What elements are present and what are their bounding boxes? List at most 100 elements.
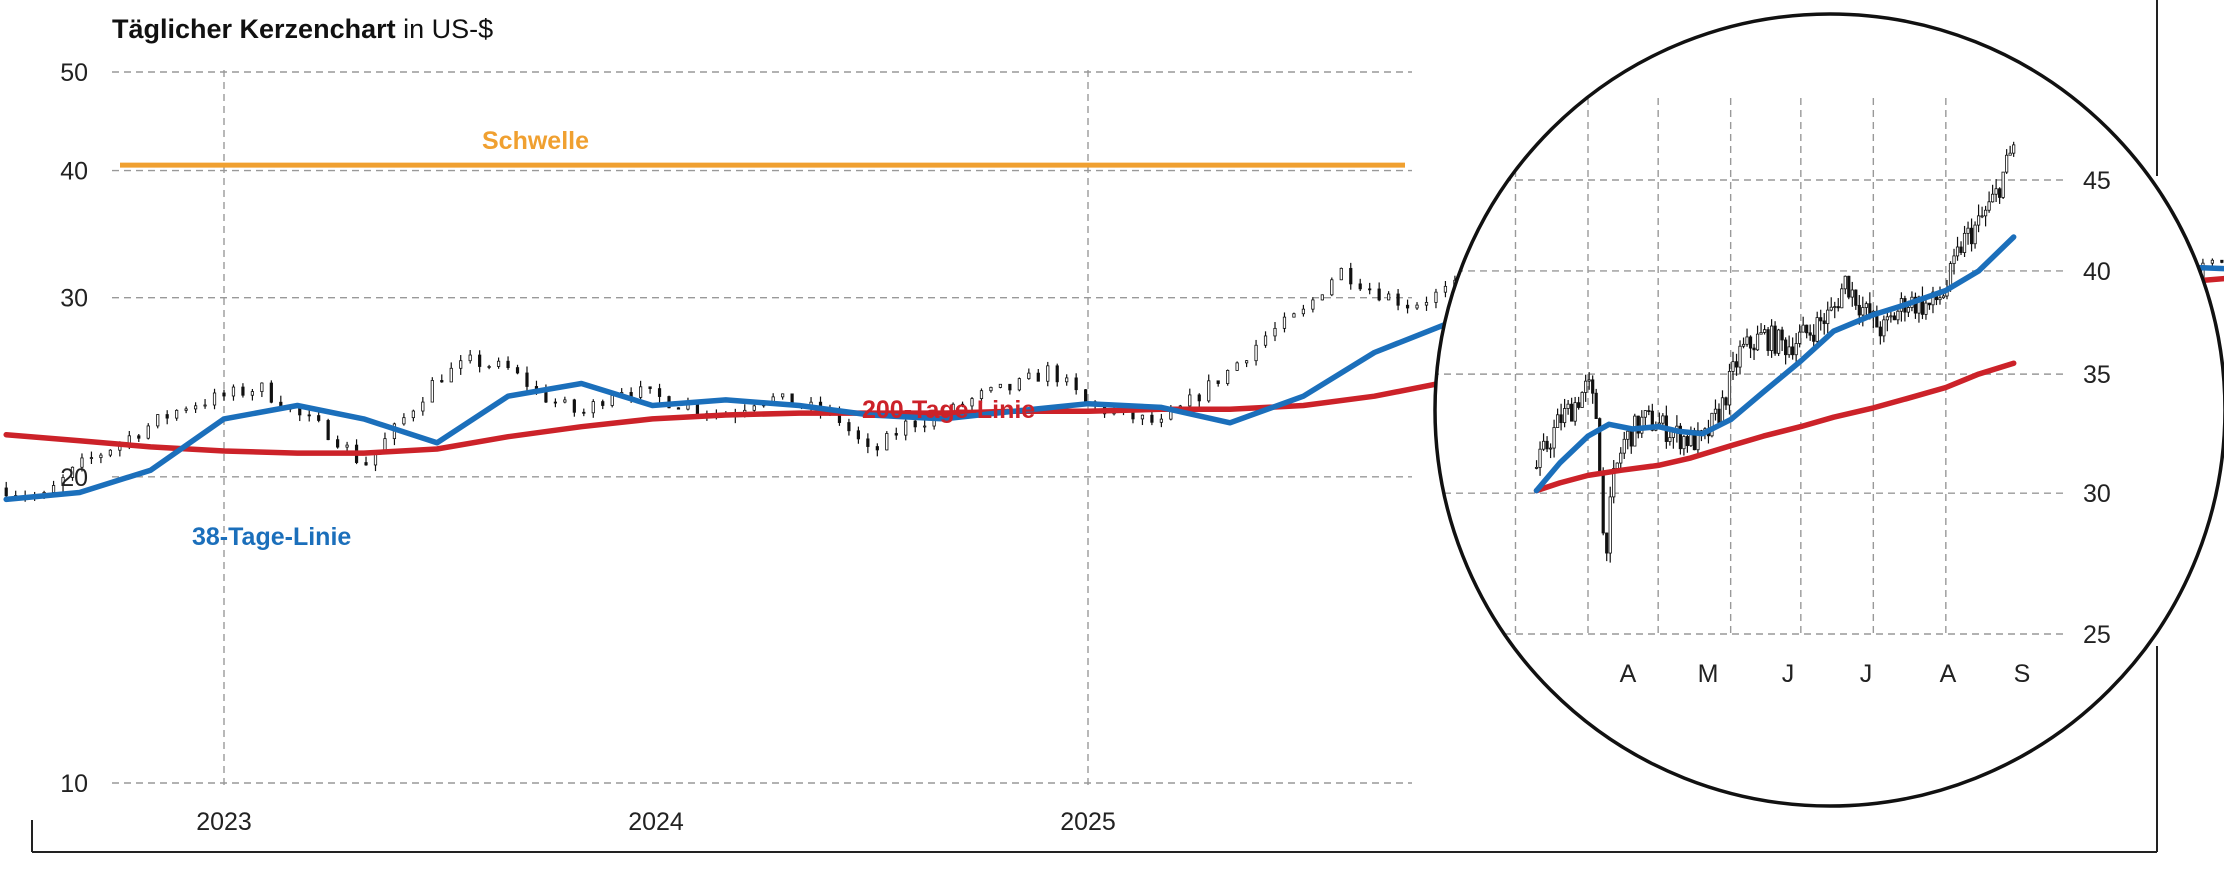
- price-candle-body: [459, 360, 463, 369]
- price-candle-body: [1424, 302, 1429, 306]
- price-candle-body: [856, 430, 860, 440]
- price-candle-body: [591, 401, 595, 414]
- price-candle-body: [1434, 291, 1438, 303]
- price-candle-body: [695, 403, 700, 415]
- price-candle-body: [1822, 320, 1826, 325]
- price-candle-body: [1643, 410, 1647, 418]
- price-candle-body: [165, 414, 169, 419]
- y-tick-label: 45: [2083, 167, 2111, 195]
- price-candle-body: [1377, 288, 1381, 301]
- price-candle-body: [1885, 316, 1889, 321]
- price-candle-body: [430, 380, 434, 403]
- price-candle-body: [1188, 394, 1192, 407]
- price-candle-body: [1636, 415, 1640, 434]
- price-candle-body: [1847, 275, 1851, 298]
- price-candle-body: [2220, 259, 2224, 263]
- price-candle-body: [1396, 293, 1400, 306]
- y-tick-label: 40: [2083, 258, 2111, 286]
- price-candle-body: [1991, 193, 1995, 203]
- price-candle-body: [1566, 403, 1570, 409]
- price-candle-body: [1594, 392, 1598, 419]
- price-candle-body: [563, 399, 567, 403]
- price-candle-body: [1917, 296, 1921, 314]
- price-candle-body: [1605, 532, 1609, 554]
- price-candle-body: [1368, 288, 1372, 291]
- price-candle-body: [1548, 447, 1553, 450]
- price-candle-body: [1570, 403, 1574, 422]
- zoom-chart-plot: [1435, 98, 2065, 636]
- price-candle-body: [1640, 416, 1644, 434]
- x-tick-label: M: [1698, 660, 1719, 688]
- price-candle-body: [1273, 327, 1277, 337]
- price-candle-body: [1538, 448, 1542, 468]
- price-candle-body: [99, 454, 103, 458]
- price-candle-body: [1587, 379, 1591, 382]
- price-candle-body: [1969, 227, 1974, 245]
- price-candle-body: [51, 485, 56, 493]
- price-candle-body: [1962, 232, 1967, 253]
- price-candle-body: [1819, 317, 1823, 322]
- price-candle-body: [1836, 306, 1840, 309]
- frame-gap: [1835, 800, 2224, 885]
- price-candle-body: [582, 411, 586, 414]
- y-tick-label: 30: [60, 285, 88, 313]
- price-candle-body: [1854, 289, 1858, 306]
- y-tick-label: 10: [60, 770, 88, 798]
- price-candle-body: [1878, 326, 1882, 337]
- price-candle-body: [1780, 329, 1784, 341]
- price-candle-body: [1777, 329, 1781, 354]
- price-candle-body: [411, 410, 415, 419]
- price-candle-body: [1752, 347, 1756, 351]
- price-candle-body: [1927, 302, 1932, 306]
- price-candle-body: [1559, 414, 1563, 424]
- price-candle-body: [449, 367, 453, 383]
- price-candle-body: [1150, 414, 1154, 423]
- price-candle-body: [487, 366, 491, 368]
- price-candle-body: [885, 433, 889, 451]
- price-candle-body: [260, 382, 264, 392]
- price-candle-body: [1046, 365, 1050, 382]
- price-candle-body: [913, 420, 917, 428]
- price-candle-body: [1762, 329, 1767, 333]
- price-candle-body: [250, 391, 255, 396]
- price-candle-body: [1008, 383, 1012, 391]
- price-candle-body: [1864, 303, 1868, 308]
- price-candle-body: [1973, 224, 1977, 245]
- price-candle-body: [960, 403, 965, 407]
- price-candle-body: [1415, 304, 1419, 309]
- price-candle-body: [1671, 431, 1675, 438]
- price-candle-body: [1791, 346, 1795, 356]
- price-candle-body: [345, 444, 349, 448]
- price-candle-body: [1065, 377, 1069, 383]
- price-candle-body: [1263, 335, 1268, 346]
- price-candle-body: [1074, 377, 1078, 391]
- price-candle-body: [1882, 319, 1886, 337]
- y-tick-label: 35: [2083, 361, 2111, 389]
- price-candle-body: [2008, 152, 2012, 156]
- price-candle-body: [1857, 304, 1861, 316]
- price-candle-body: [1734, 361, 1739, 368]
- price-candle-body: [127, 435, 131, 444]
- chart-title-block: Täglicher Kerzenchart in US-$: [112, 14, 493, 45]
- price-candle-body: [1998, 188, 2002, 198]
- price-candle-body: [212, 392, 217, 406]
- price-candle-body: [1668, 437, 1672, 442]
- price-candle-body: [1840, 288, 1844, 309]
- price-candle-body: [1794, 343, 1798, 356]
- price-candle-body: [1608, 496, 1612, 554]
- price-candle-body: [1738, 345, 1742, 368]
- price-candle-body: [1443, 285, 1448, 293]
- price-candle-body: [657, 388, 662, 397]
- price-candle-body: [184, 408, 188, 411]
- price-candle-body: [1931, 291, 1935, 306]
- x-tick-label: A: [1940, 660, 1957, 688]
- price-candle-body: [1710, 412, 1714, 437]
- chart-subtitle: in US-$: [403, 14, 494, 44]
- price-candle-body: [752, 405, 756, 411]
- price-candle-body: [1235, 362, 1239, 371]
- price-candle-body: [1661, 415, 1665, 424]
- price-candle-body: [89, 457, 94, 459]
- price-candle-body: [1826, 309, 1830, 325]
- price-candle-body: [1292, 313, 1296, 318]
